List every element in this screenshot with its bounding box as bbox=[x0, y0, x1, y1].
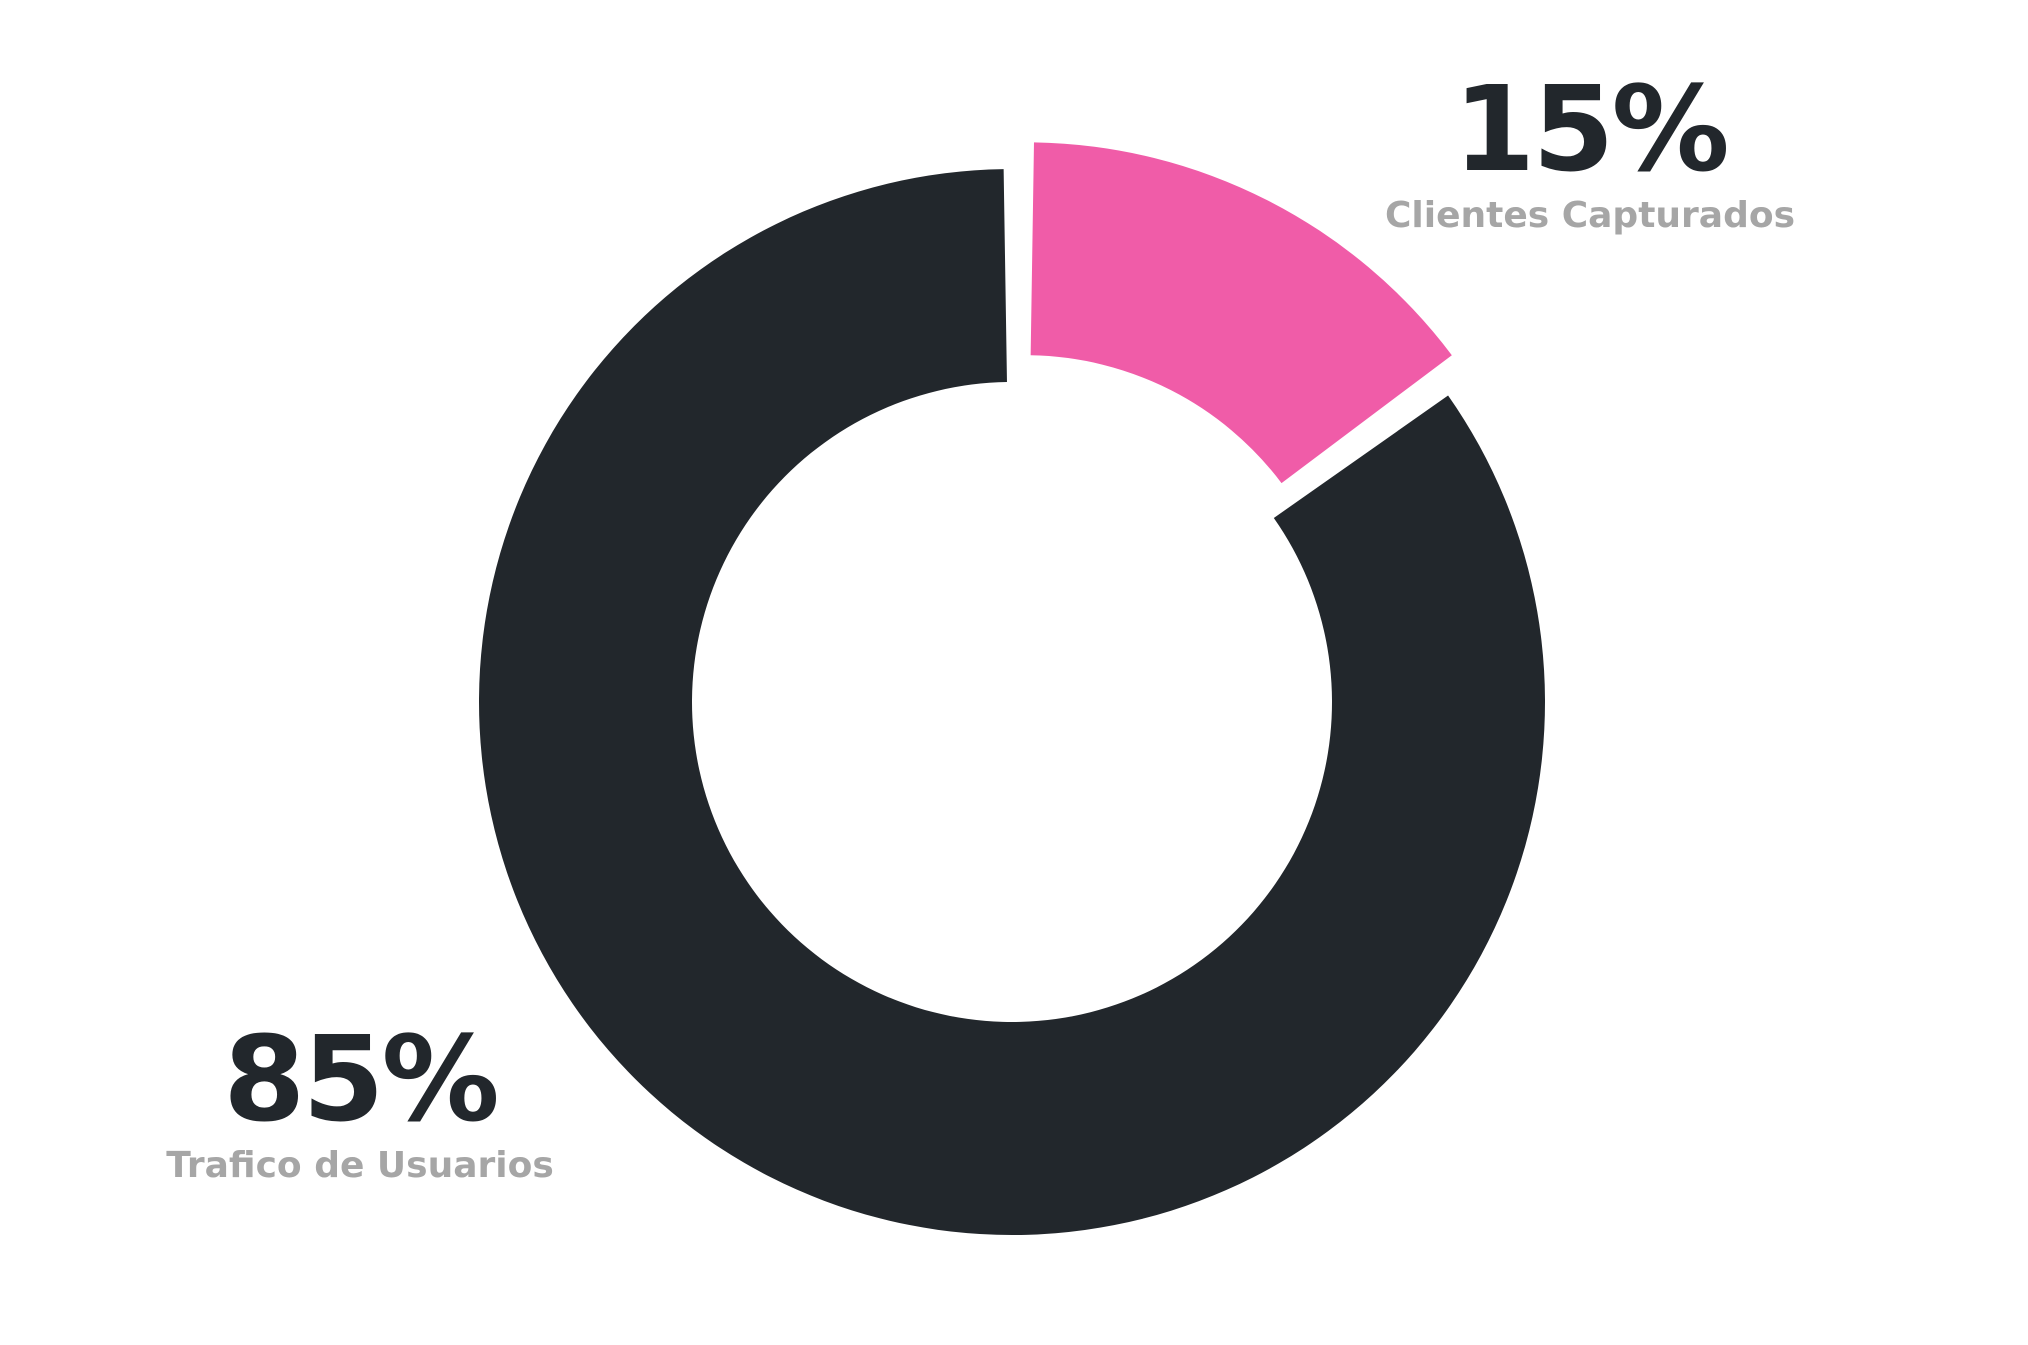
slice-label-clientes-capturados: Clientes Capturados bbox=[1384, 195, 1796, 236]
donut-slices bbox=[479, 142, 1546, 1235]
slice-label-trafico-de-usuarios: Trafico de Usuarios bbox=[166, 1145, 554, 1186]
slice-clientes-capturados bbox=[1030, 142, 1452, 484]
callout-trafico-de-usuarios: 85% Trafico de Usuarios bbox=[150, 1020, 570, 1188]
slice-trafico-de-usuarios bbox=[479, 169, 1546, 1235]
slice-value-clientes-capturados: 15% bbox=[1453, 60, 1729, 198]
slice-value-trafico-de-usuarios: 85% bbox=[223, 1010, 499, 1148]
callout-clientes-capturados: 15% Clientes Capturados bbox=[1380, 70, 1800, 238]
